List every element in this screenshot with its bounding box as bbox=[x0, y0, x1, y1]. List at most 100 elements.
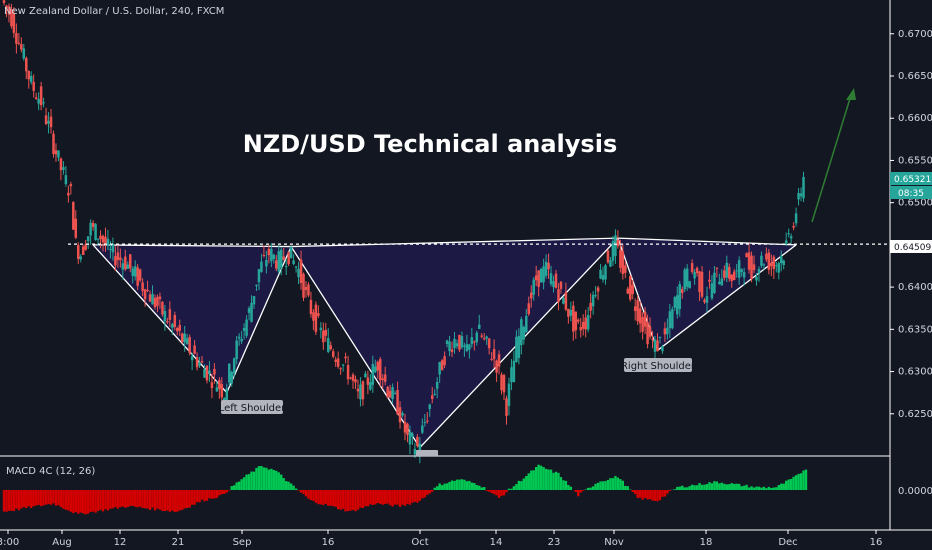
candle-body bbox=[718, 281, 721, 285]
left-shoulder-label[interactable]: Left Shoulder bbox=[219, 400, 286, 414]
candle-body bbox=[423, 422, 427, 424]
candle-body bbox=[282, 256, 285, 260]
time-tick-label: 12 bbox=[114, 537, 127, 548]
candle-body bbox=[596, 287, 600, 292]
candle-body bbox=[534, 275, 538, 281]
candle-body bbox=[527, 303, 531, 314]
candle-body bbox=[79, 256, 82, 260]
neckline-price-badge: 0.64509 bbox=[890, 240, 932, 253]
macd-zero-label: 0.00000 bbox=[898, 486, 932, 497]
candle-body bbox=[294, 266, 298, 268]
candle-body bbox=[292, 260, 295, 265]
candle-body bbox=[505, 398, 508, 416]
candle-body bbox=[478, 324, 481, 330]
time-tick-label: Sep bbox=[233, 537, 252, 548]
candle-body bbox=[525, 315, 528, 333]
macd-label: MACD 4C (12, 26) bbox=[6, 466, 95, 477]
candle-body bbox=[606, 250, 610, 263]
candle-body bbox=[740, 269, 743, 273]
candle-body bbox=[742, 272, 746, 278]
time-axis[interactable]: 3:00 Aug 12 21 Sep 16 Oct 14 23 Nov 18 Dec 16 bbox=[0, 530, 882, 548]
candle-body bbox=[329, 345, 332, 350]
candle-body bbox=[443, 356, 446, 366]
candle-body bbox=[289, 246, 293, 259]
target-arrow[interactable] bbox=[811, 88, 856, 223]
candle-body bbox=[732, 271, 736, 281]
candle-body bbox=[359, 384, 362, 400]
candle-body bbox=[272, 254, 276, 260]
candle-body bbox=[356, 388, 360, 392]
candle-body bbox=[698, 271, 701, 293]
candle-body bbox=[621, 251, 625, 274]
candle-body bbox=[624, 265, 627, 273]
current-price-text: 0.65321 bbox=[894, 175, 931, 185]
candle-body bbox=[319, 327, 323, 331]
arrow-head-icon bbox=[846, 88, 856, 100]
candle-body bbox=[2, 0, 6, 3]
candle-body bbox=[713, 272, 716, 293]
candle-body bbox=[730, 274, 733, 282]
candle-body bbox=[91, 222, 95, 228]
candle-body bbox=[643, 311, 647, 327]
candle-body bbox=[20, 44, 23, 50]
candle-body bbox=[584, 317, 587, 330]
candle-body bbox=[482, 338, 486, 340]
candle-body bbox=[32, 82, 35, 91]
candle-body bbox=[789, 236, 793, 239]
candle-body bbox=[391, 387, 394, 400]
right-shoulder-label[interactable]: Right Shoulder bbox=[621, 358, 696, 372]
candle-body bbox=[183, 333, 186, 343]
candle-body bbox=[435, 381, 439, 389]
candle-body bbox=[277, 251, 281, 272]
candle-body bbox=[708, 279, 711, 282]
candle-body bbox=[158, 296, 162, 300]
candle-body bbox=[559, 281, 563, 289]
candle-body bbox=[7, 6, 11, 15]
candle-body bbox=[473, 341, 476, 343]
candle-body bbox=[126, 264, 130, 269]
candle-body bbox=[47, 120, 50, 124]
candle-body bbox=[651, 338, 654, 340]
time-tick-label: 3:00 bbox=[0, 537, 19, 548]
candle-body bbox=[728, 266, 731, 279]
candle-body bbox=[695, 267, 699, 274]
candle-body bbox=[512, 360, 516, 383]
candle-body bbox=[770, 262, 773, 267]
candle-body bbox=[737, 260, 741, 278]
candle-body bbox=[336, 358, 340, 367]
candle-body bbox=[299, 259, 303, 283]
candle-body bbox=[327, 338, 330, 352]
candle-body bbox=[406, 423, 409, 435]
candle-body bbox=[180, 333, 184, 343]
candle-body bbox=[745, 253, 748, 258]
time-tick-label: Aug bbox=[52, 537, 72, 548]
pattern-top-line bbox=[93, 237, 797, 248]
candle-body bbox=[297, 268, 300, 278]
candle-body bbox=[44, 115, 48, 125]
candle-body bbox=[275, 260, 278, 269]
candle-body bbox=[589, 302, 592, 311]
candle-body bbox=[17, 42, 21, 44]
candle-body bbox=[611, 241, 615, 261]
head-label[interactable] bbox=[416, 450, 438, 456]
candle-body bbox=[500, 374, 503, 391]
candle-body bbox=[673, 297, 677, 308]
candle-body bbox=[636, 300, 639, 322]
candle-body bbox=[552, 281, 555, 288]
candle-body bbox=[428, 404, 432, 409]
candle-body bbox=[136, 267, 139, 286]
candle-body bbox=[470, 337, 474, 345]
candle-body bbox=[680, 289, 684, 294]
candle-body bbox=[475, 332, 479, 343]
candle-body bbox=[265, 260, 268, 267]
candle-body bbox=[133, 266, 137, 277]
candle-body bbox=[383, 374, 387, 382]
candle-body bbox=[69, 184, 73, 187]
candle-body bbox=[12, 12, 16, 33]
candle-body bbox=[381, 378, 384, 380]
candle-body bbox=[802, 176, 805, 199]
